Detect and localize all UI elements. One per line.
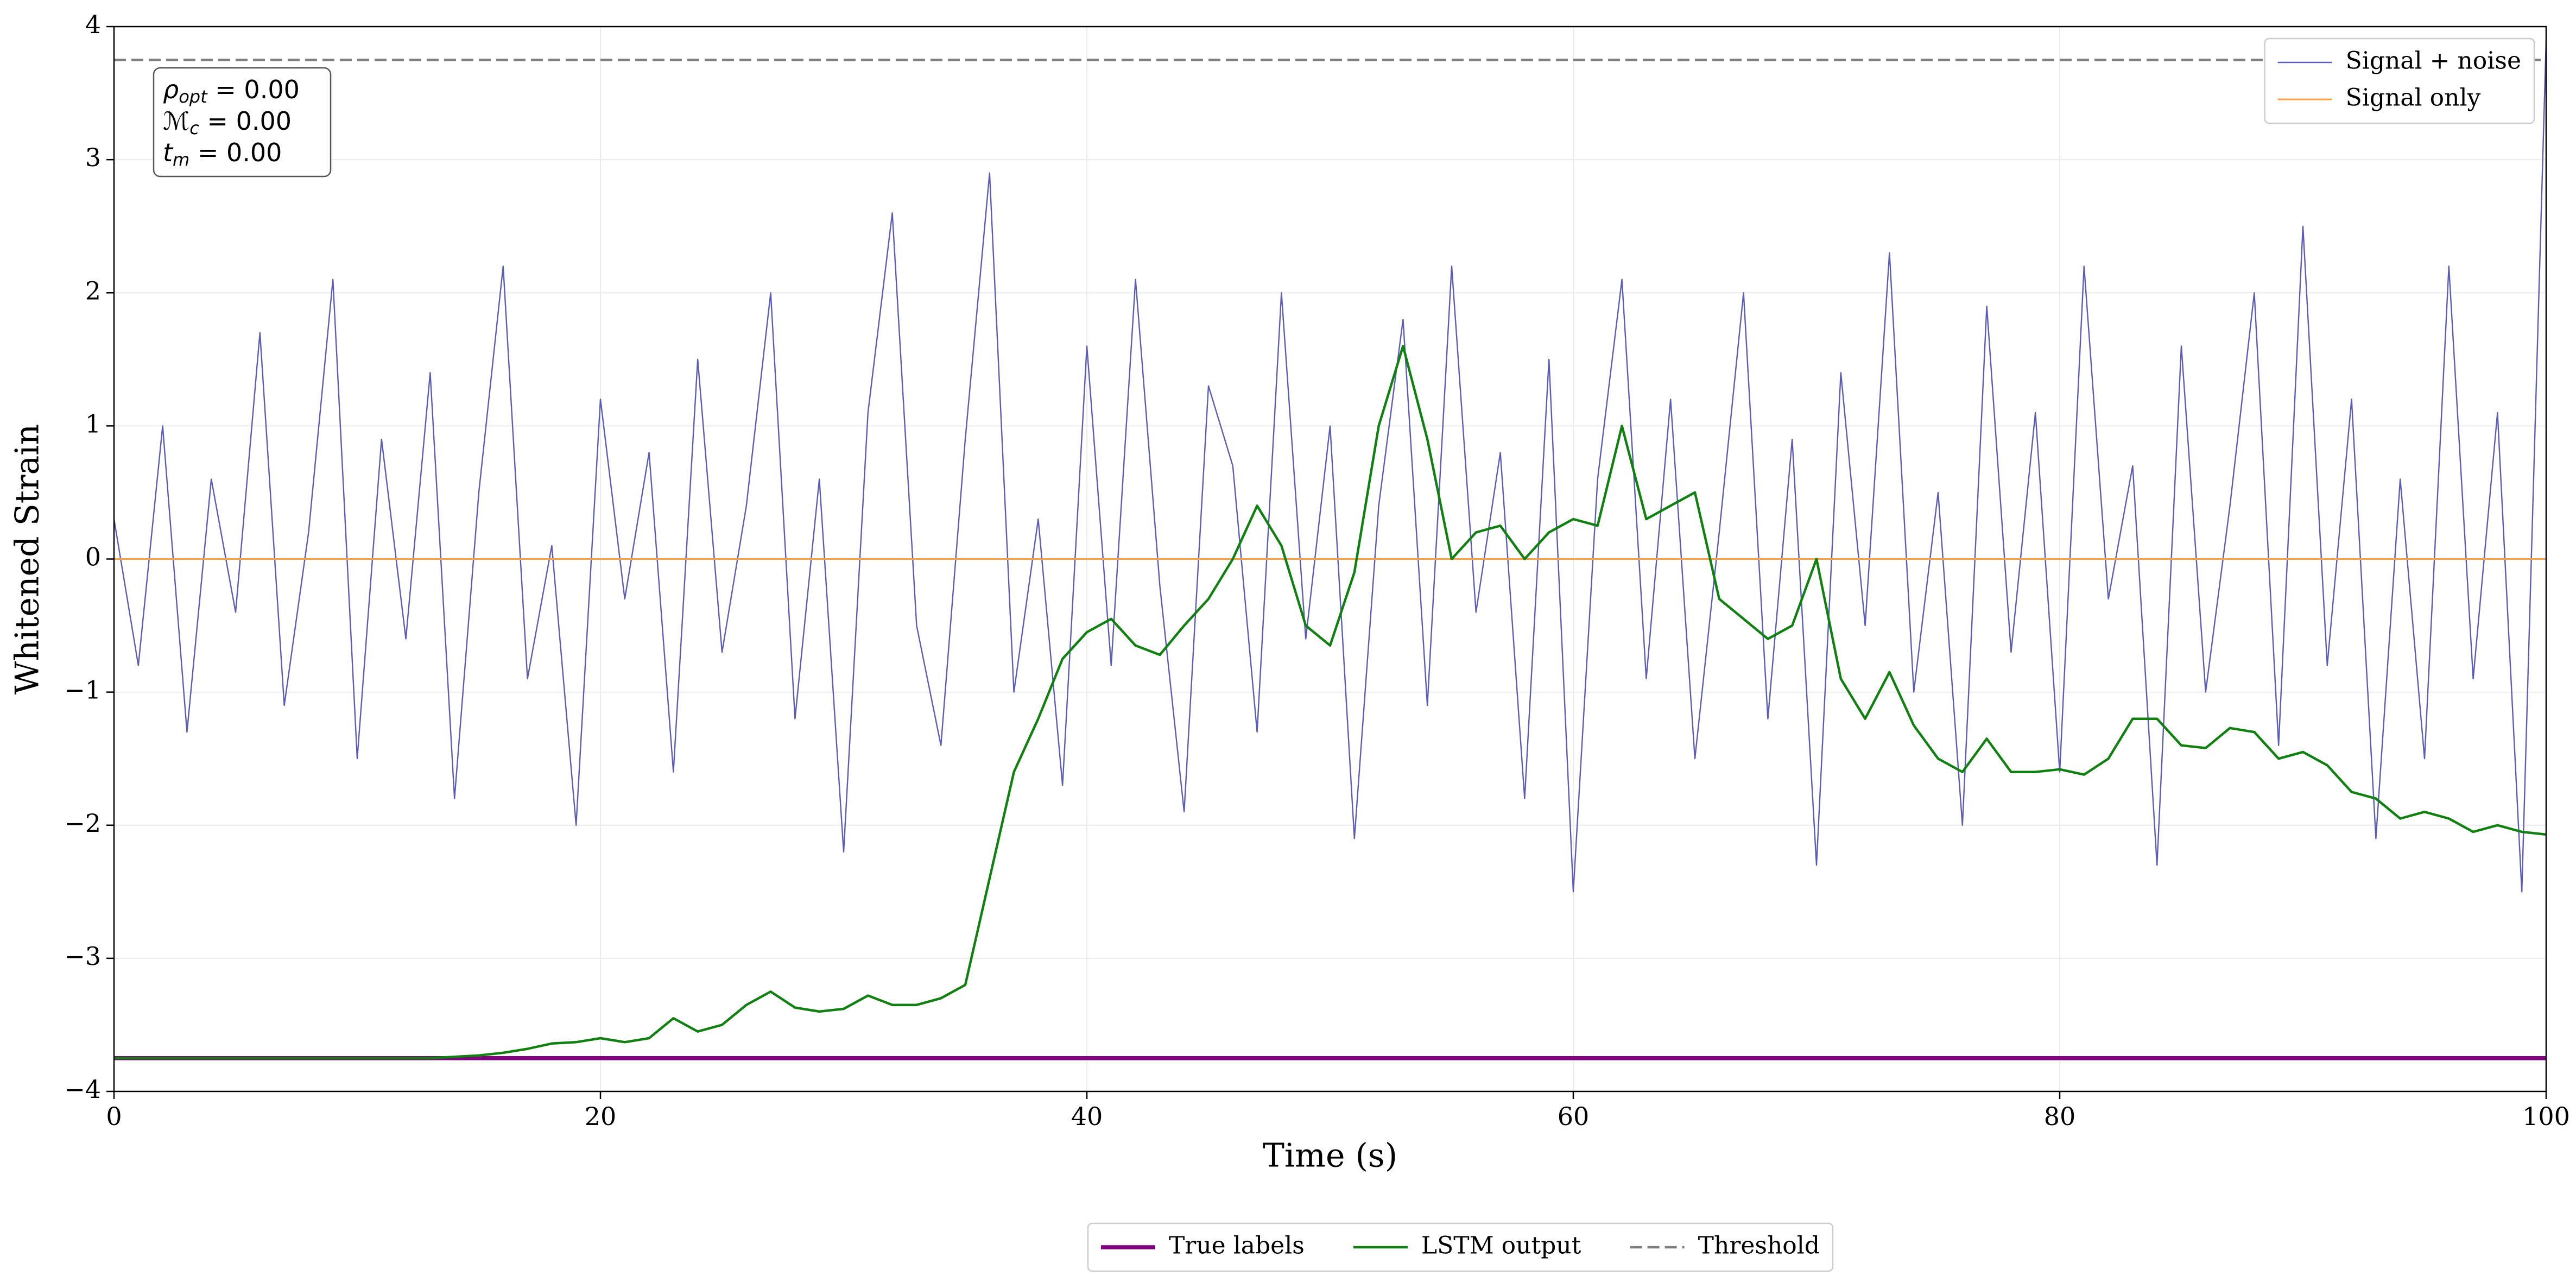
annotation-subscript: opt <box>179 86 208 107</box>
legend-entry: Signal only <box>2277 84 2481 112</box>
legend-label: LSTM output <box>1421 1232 1581 1260</box>
legend-frame <box>1087 1222 1834 1272</box>
y-tick-label: 0 <box>85 542 101 572</box>
legend: True labels LSTM output Threshold <box>1087 1222 1834 1272</box>
legend-label: Signal + noise <box>2346 47 2521 75</box>
annotation-value: = 0.00 <box>199 106 292 136</box>
y-tick-label: 4 <box>85 10 101 39</box>
annotation-symbol: ρ <box>163 75 179 104</box>
y-axis-label: Whitened Strain <box>9 424 47 694</box>
legend-label: Threshold <box>1698 1232 1820 1260</box>
plot-frame <box>113 26 2547 1092</box>
x-tick-label: 60 <box>1558 1102 1590 1131</box>
x-tick-label: 0 <box>106 1102 122 1131</box>
x-tick-label: 100 <box>2522 1102 2570 1131</box>
y-tick-label: 2 <box>85 276 101 305</box>
legend: Signal + noise Signal only <box>2264 37 2535 124</box>
y-tick-label: −4 <box>64 1075 101 1104</box>
y-tick-label: −2 <box>64 809 101 838</box>
y-tick-label: 3 <box>85 143 101 172</box>
series-line <box>113 40 2547 893</box>
annotation-value: = 0.00 <box>189 138 282 167</box>
x-axis-label: Time (s) <box>1263 1137 1397 1175</box>
legend-entry: LSTM output <box>1353 1232 1581 1260</box>
y-tick-label: −3 <box>64 942 101 971</box>
x-tick-label: 80 <box>2044 1102 2076 1131</box>
legend-frame <box>2264 37 2535 124</box>
y-tick-label: −1 <box>64 675 101 705</box>
annotation-subscript: c <box>189 118 199 138</box>
annotation-subscript: m <box>173 149 189 170</box>
annotation-text: tm = 0.00 <box>163 138 282 170</box>
y-tick-label: 1 <box>85 409 101 438</box>
legend-entry: Signal + noise <box>2277 47 2521 75</box>
legend-label: Signal only <box>2346 84 2481 112</box>
x-tick-label: 20 <box>585 1102 617 1131</box>
annotation-text: ℳc = 0.00 <box>163 106 292 139</box>
legend-entry: Threshold <box>1630 1232 1820 1260</box>
legend-entry: True labels <box>1100 1232 1305 1260</box>
series-line <box>114 345 2547 1059</box>
annotation-symbol: t <box>163 138 174 167</box>
annotation-value: = 0.00 <box>207 75 300 104</box>
annotation-frame <box>153 67 332 178</box>
annotation-symbol: ℳ <box>163 106 189 136</box>
legend-label: True labels <box>1169 1232 1305 1260</box>
x-tick-label: 40 <box>1071 1102 1103 1131</box>
annotation-text: ρopt = 0.00 <box>163 75 300 108</box>
